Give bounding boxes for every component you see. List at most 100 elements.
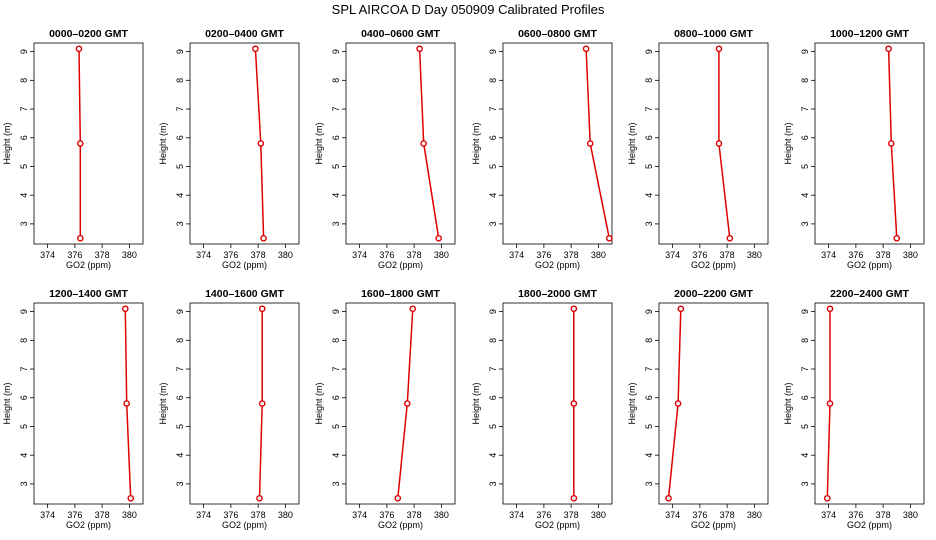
- y-tick-label: 4: [488, 193, 498, 198]
- y-tick-label: 7: [175, 107, 185, 112]
- plot-frame: [814, 42, 925, 245]
- x-tick-label: 374: [196, 250, 211, 260]
- y-tick-label: 8: [19, 78, 29, 83]
- data-point: [123, 400, 130, 407]
- x-tick-label: 378: [876, 510, 891, 520]
- data-point: [677, 305, 685, 313]
- x-axis-label: GO2 (ppm): [66, 520, 111, 530]
- y-tick-label: 3: [331, 481, 341, 486]
- y-axis-label: Height (m): [314, 122, 324, 164]
- data-point: [260, 234, 267, 242]
- y-tick-label: 4: [19, 453, 29, 458]
- x-tick-label: 378: [251, 510, 266, 520]
- y-tick-label: 3: [19, 481, 29, 486]
- y-axis-label: Height (m): [471, 122, 481, 164]
- y-tick-label: 3: [19, 221, 29, 226]
- y-tick-label: 9: [175, 49, 185, 54]
- x-tick-label: 380: [747, 250, 762, 260]
- x-tick-label: 380: [591, 250, 606, 260]
- panel-title: 1800–2000 GMT: [518, 288, 597, 300]
- data-point: [404, 400, 411, 407]
- y-tick-label: 8: [644, 338, 654, 343]
- panel-title: 0600–0800 GMT: [518, 28, 597, 40]
- data-point: [127, 494, 135, 502]
- x-tick-label: 380: [278, 510, 293, 520]
- x-tick-label: 374: [352, 250, 367, 260]
- x-axis-label: GO2 (ppm): [691, 520, 736, 530]
- plot-frame: [189, 302, 300, 505]
- y-tick-label: 8: [331, 78, 341, 83]
- data-point: [586, 140, 594, 147]
- x-axis-label: GO2 (ppm): [378, 520, 423, 530]
- y-tick-label: 9: [19, 309, 29, 314]
- x-tick-label: 380: [278, 250, 293, 260]
- x-tick-label: 376: [536, 510, 551, 520]
- data-point: [257, 140, 265, 147]
- data-point: [715, 45, 723, 53]
- y-tick-label: 3: [800, 221, 810, 226]
- plot-frame: [33, 42, 144, 245]
- y-tick-label: 8: [644, 78, 654, 83]
- x-tick-label: 376: [692, 250, 707, 260]
- y-tick-label: 4: [644, 193, 654, 198]
- y-tick-label: 7: [800, 367, 810, 372]
- y-tick-label: 9: [644, 49, 654, 54]
- x-tick-label: 380: [434, 250, 449, 260]
- y-tick-label: 4: [488, 453, 498, 458]
- y-tick-label: 6: [800, 135, 810, 140]
- plot-frame: [189, 42, 300, 245]
- y-tick-label: 3: [800, 481, 810, 486]
- x-tick-label: 378: [564, 250, 579, 260]
- y-tick-label: 4: [19, 193, 29, 198]
- x-axis-label: GO2 (ppm): [847, 260, 892, 270]
- y-axis-label: Height (m): [2, 122, 12, 164]
- x-tick-label: 374: [196, 510, 211, 520]
- x-tick-label: 378: [720, 510, 735, 520]
- x-tick-label: 374: [40, 510, 55, 520]
- y-tick-label: 3: [488, 221, 498, 226]
- y-tick-label: 9: [331, 309, 341, 314]
- panel-title: 1400–1600 GMT: [205, 288, 284, 300]
- x-tick-label: 376: [223, 510, 238, 520]
- y-tick-label: 7: [331, 107, 341, 112]
- plot-frame: [33, 302, 144, 505]
- panel-title: 1000–1200 GMT: [830, 28, 909, 40]
- data-point: [258, 305, 266, 313]
- data-point: [826, 400, 834, 407]
- y-tick-label: 4: [175, 193, 185, 198]
- y-axis-label: Height (m): [2, 382, 12, 424]
- y-tick-label: 7: [19, 367, 29, 372]
- y-axis-label: Height (m): [158, 122, 168, 164]
- x-tick-label: 378: [251, 250, 266, 260]
- data-point: [258, 400, 266, 407]
- y-tick-label: 6: [331, 395, 341, 400]
- y-tick-label: 5: [488, 164, 498, 169]
- x-tick-label: 376: [223, 250, 238, 260]
- y-tick-label: 6: [19, 395, 29, 400]
- y-axis-label: Height (m): [783, 122, 793, 164]
- data-point: [570, 400, 578, 407]
- y-axis-label: Height (m): [158, 382, 168, 424]
- y-tick-label: 6: [331, 135, 341, 140]
- data-point: [570, 494, 578, 502]
- data-point: [416, 45, 423, 53]
- x-axis-label: GO2 (ppm): [535, 260, 580, 270]
- x-tick-label: 380: [122, 510, 137, 520]
- panel-9: 1600–1800 GMT 374 376 378 380 3 4 5 6 7 8 9 GO2 (ppm…: [314, 288, 456, 530]
- x-axis-label: GO2 (ppm): [847, 520, 892, 530]
- x-tick-label: 376: [536, 250, 551, 260]
- y-axis-label: Height (m): [627, 122, 637, 164]
- x-tick-label: 374: [665, 510, 680, 520]
- y-tick-label: 5: [175, 164, 185, 169]
- y-tick-label: 8: [488, 338, 498, 343]
- x-axis-label: GO2 (ppm): [378, 260, 423, 270]
- data-point: [665, 494, 672, 502]
- y-tick-label: 7: [644, 367, 654, 372]
- y-tick-label: 7: [488, 367, 498, 372]
- data-point: [674, 400, 682, 407]
- x-tick-label: 376: [692, 510, 707, 520]
- x-tick-label: 378: [876, 250, 891, 260]
- x-tick-label: 376: [848, 250, 863, 260]
- y-tick-label: 5: [644, 164, 654, 169]
